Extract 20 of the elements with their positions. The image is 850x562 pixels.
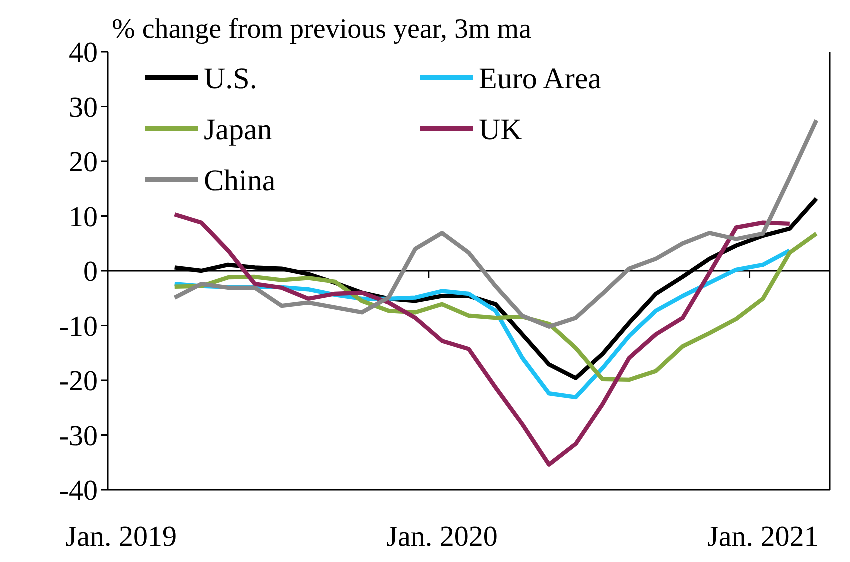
y-tick-label: 10 xyxy=(69,201,98,234)
y-tick-label: -40 xyxy=(59,475,98,508)
legend-label: U.S. xyxy=(204,62,258,96)
y-tick-label: 20 xyxy=(69,146,98,179)
y-tick-label: 0 xyxy=(84,256,98,288)
legend-label: China xyxy=(204,164,276,198)
y-tick-label: 30 xyxy=(69,92,98,124)
legend-label: Euro Area xyxy=(479,62,602,96)
y-tick-label: -10 xyxy=(59,310,98,343)
y-tick-label: -30 xyxy=(59,420,98,452)
legend-label: UK xyxy=(479,114,523,146)
x-tick-label: Jan. 2021 xyxy=(708,521,819,553)
line-series xyxy=(172,212,792,467)
line-series xyxy=(172,118,819,329)
chart-title: % change from previous year, 3m ma xyxy=(112,14,532,45)
y-tick-label: -20 xyxy=(59,366,98,398)
x-tick-label: Jan. 2020 xyxy=(386,521,498,553)
x-tick-label: Jan. 2019 xyxy=(66,521,177,553)
y-tick-label: 40 xyxy=(69,37,98,70)
legend-label: Japan xyxy=(204,114,272,146)
